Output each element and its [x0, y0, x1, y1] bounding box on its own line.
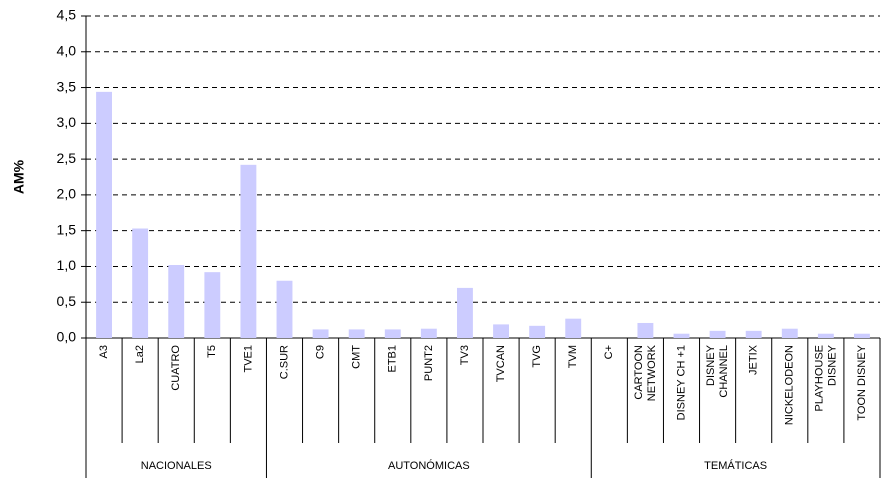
bar	[709, 330, 726, 338]
bar	[96, 91, 112, 338]
bar	[204, 272, 221, 338]
group-label: TEMÁTICAS	[704, 459, 767, 472]
x-tick-label: DISNEY	[826, 344, 838, 386]
x-tick-label: CMT	[351, 345, 363, 369]
x-tick-label: A3	[98, 345, 110, 358]
bar	[312, 329, 329, 338]
bar	[348, 329, 365, 338]
bar	[240, 164, 257, 338]
bar	[781, 328, 798, 338]
group-label: AUTONÓMICAS	[388, 459, 470, 472]
x-tick-label: DISNEY	[705, 344, 717, 386]
x-tick-label: TV3	[459, 345, 471, 365]
x-tick-label: T5	[206, 345, 218, 358]
y-tick-label: 3,0	[57, 114, 77, 130]
x-tick-label: TVE1	[242, 345, 254, 373]
x-tick-label: TVG	[531, 345, 543, 368]
bar	[529, 325, 546, 338]
x-tick-label: CUATRO	[170, 345, 182, 391]
x-tick-label: NICKELODEON	[784, 345, 796, 425]
bar	[132, 228, 149, 338]
x-tick-label: CHANNEL	[718, 345, 730, 398]
y-tick-label: 2,5	[57, 150, 77, 166]
x-tick-label: C+	[603, 345, 615, 359]
x-tick-label: PUNT2	[423, 345, 435, 381]
bar	[817, 333, 834, 338]
y-axis-label: AM%	[11, 159, 27, 194]
y-tick-label: 4,5	[57, 7, 77, 23]
bar	[420, 328, 437, 338]
bar	[493, 324, 509, 338]
group-label: NACIONALES	[141, 460, 212, 472]
x-tick-label: CARTOON	[633, 345, 645, 400]
bar	[168, 265, 185, 338]
bar	[637, 322, 654, 338]
y-tick-label: 4,0	[57, 42, 77, 58]
x-tick-label: C.SUR	[278, 345, 290, 379]
y-tick-label: 3,5	[57, 78, 77, 94]
bar	[745, 330, 762, 338]
x-tick-label: JETIX	[748, 344, 760, 375]
y-tick-label: 0,0	[57, 329, 77, 345]
x-tick-label: La2	[134, 345, 146, 363]
x-tick-label: TOON DISNEY	[856, 344, 868, 420]
x-tick-label: ETB1	[387, 345, 399, 373]
y-tick-label: 1,5	[57, 221, 77, 237]
bar	[565, 318, 582, 338]
bar	[673, 333, 690, 338]
x-tick-label: TVM	[567, 345, 579, 368]
y-tick-label: 1,0	[57, 257, 77, 273]
x-tick-label: C9	[314, 345, 326, 359]
bar	[384, 329, 401, 338]
x-tick-label: PLAYHOUSE	[813, 345, 825, 411]
x-tick-label: TVCAN	[495, 345, 507, 382]
x-tick-label: DISNEY CH +1	[675, 345, 687, 420]
bar	[276, 280, 293, 338]
bar	[457, 287, 473, 338]
y-tick-label: 2,0	[57, 186, 77, 202]
x-tick-label: NETWORK	[646, 344, 658, 401]
bar	[854, 333, 870, 338]
y-tick-label: 0,5	[57, 293, 77, 309]
